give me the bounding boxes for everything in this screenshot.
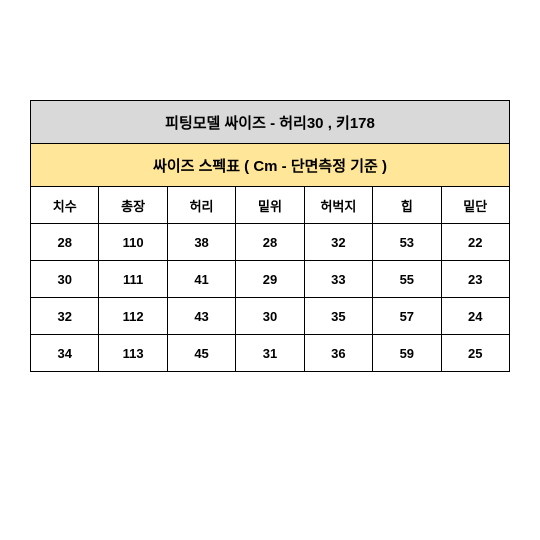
table-cell: 23: [441, 261, 509, 298]
table-cell: 28: [31, 224, 99, 261]
table-cell: 30: [236, 298, 304, 335]
size-spec-table: 피팅모델 싸이즈 - 허리30 , 키178 싸이즈 스펙표 ( Cm - 단면…: [30, 100, 510, 372]
table-cell: 43: [167, 298, 235, 335]
table-cell: 24: [441, 298, 509, 335]
table-title: 피팅모델 싸이즈 - 허리30 , 키178: [31, 101, 510, 144]
column-header: 밑위: [236, 187, 304, 224]
table-cell: 38: [167, 224, 235, 261]
column-header: 힙: [373, 187, 441, 224]
column-header: 치수: [31, 187, 99, 224]
table-cell: 45: [167, 335, 235, 372]
table-cell: 55: [373, 261, 441, 298]
table-row: 30 111 41 29 33 55 23: [31, 261, 510, 298]
table-subtitle-row: 싸이즈 스펙표 ( Cm - 단면측정 기준 ): [31, 144, 510, 187]
column-header: 총장: [99, 187, 167, 224]
column-header: 허벅지: [304, 187, 372, 224]
table-cell: 30: [31, 261, 99, 298]
table-row: 32 112 43 30 35 57 24: [31, 298, 510, 335]
table-cell: 57: [373, 298, 441, 335]
table-cell: 22: [441, 224, 509, 261]
table-cell: 34: [31, 335, 99, 372]
table-row: 34 113 45 31 36 59 25: [31, 335, 510, 372]
column-header: 허리: [167, 187, 235, 224]
table-cell: 32: [304, 224, 372, 261]
table-cell: 113: [99, 335, 167, 372]
table-cell: 36: [304, 335, 372, 372]
column-header: 밑단: [441, 187, 509, 224]
table-cell: 53: [373, 224, 441, 261]
table-cell: 35: [304, 298, 372, 335]
table-row: 28 110 38 28 32 53 22: [31, 224, 510, 261]
table-subtitle: 싸이즈 스펙표 ( Cm - 단면측정 기준 ): [31, 144, 510, 187]
table-cell: 33: [304, 261, 372, 298]
table-title-row: 피팅모델 싸이즈 - 허리30 , 키178: [31, 101, 510, 144]
table-cell: 25: [441, 335, 509, 372]
table-cell: 29: [236, 261, 304, 298]
table-cell: 111: [99, 261, 167, 298]
table-cell: 28: [236, 224, 304, 261]
table-header-row: 치수 총장 허리 밑위 허벅지 힙 밑단: [31, 187, 510, 224]
table-cell: 59: [373, 335, 441, 372]
table-cell: 112: [99, 298, 167, 335]
table-cell: 110: [99, 224, 167, 261]
size-table-container: 피팅모델 싸이즈 - 허리30 , 키178 싸이즈 스펙표 ( Cm - 단면…: [30, 100, 510, 372]
table-cell: 31: [236, 335, 304, 372]
table-cell: 41: [167, 261, 235, 298]
table-cell: 32: [31, 298, 99, 335]
